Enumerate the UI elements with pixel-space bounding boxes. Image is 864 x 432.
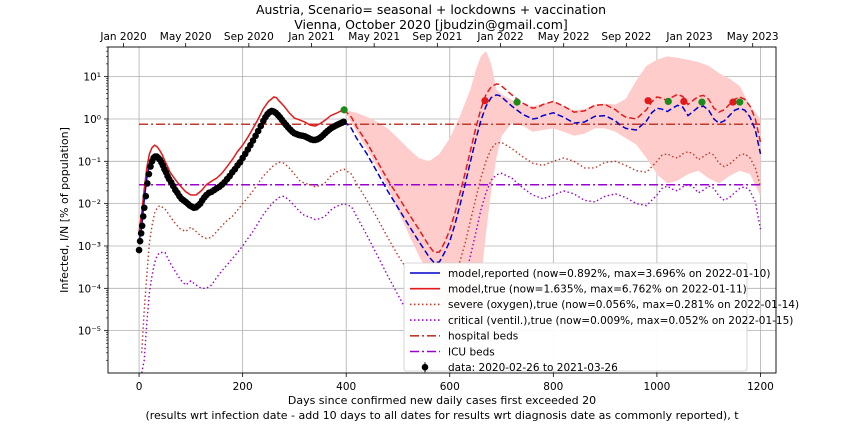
top-tick-label-10: May 2023 [727,31,779,43]
peak-marker-green [340,106,348,114]
y-tick-label-4: 10⁻¹ [78,156,101,168]
legend-label-0: model,reported (now=0.892%, max=3.696% o… [448,268,770,280]
uncertainty-band-layer [344,51,761,328]
bed-capacity-lines [139,123,761,186]
legend-label-4: hospital beds [448,331,518,343]
peak-marker-green [736,98,744,106]
data-point [137,229,145,237]
x-tick-label-6: 1200 [747,381,774,393]
top-tick-label-9: Jan 2023 [665,31,712,43]
y-axis-label: Infected, I/N [% of population] [58,127,71,293]
data-point [254,127,262,135]
x-tick-label-2: 400 [336,381,356,393]
y-tick-label-0: 10⁻⁵ [78,326,101,338]
legend-box [403,262,748,372]
top-tick-label-7: May 2022 [538,31,590,43]
peak-marker-green [513,98,521,106]
plot-area [107,46,777,374]
y-tick-label-5: 10⁰ [83,114,101,126]
data-point [257,122,265,130]
legend-label-6: data: 2020-02-26 to 2021-03-26 [448,362,618,374]
data-point [142,192,150,200]
x-tick-label-1: 200 [233,381,253,393]
peak-markers [340,97,744,114]
legend-swatch-6 [421,362,429,373]
top-tick-label-3: Jan 2021 [287,31,334,43]
data-point [252,132,259,140]
chart-subtitle: Vienna, October 2020 [jbudzin@gmail.com] [294,17,568,32]
x-tick-label-5: 1000 [644,381,671,393]
y-tick-label-1: 10⁻⁴ [78,283,101,295]
top-tick-label-5: Sep 2021 [412,31,462,43]
data-point [138,222,146,230]
top-tick-label-0: Jan 2020 [99,31,146,43]
x-tick-label-0: 0 [136,381,143,393]
x-axis-label: Days since confirmed new daily cases fir… [288,394,596,407]
peak-marker-green [698,98,706,106]
true-model-line [138,96,345,232]
legend-label-1: model,true (now=1.635%, max=6.762% on 20… [448,284,747,296]
x-axis-sublabel: (results wrt infection date - add 10 day… [145,409,739,422]
chart-title: Austria, Scenario= seasonal + lockdowns … [256,2,606,17]
top-tick-label-4: May 2021 [348,31,400,43]
peak-marker-red [729,98,737,106]
y-tick-label-6: 10¹ [83,72,101,84]
top-tick-label-1: May 2020 [160,31,212,43]
data-point [144,180,151,187]
data-points [135,107,347,254]
x-axis: 0 200 400 600 800 1000 1200 [136,373,774,393]
critical-line [141,172,762,373]
legend-label-5: ICU beds [448,346,495,358]
peak-marker-red [644,97,652,105]
y-axis: 10⁻⁵ 10⁻⁴ 10⁻³ 10⁻² 10⁻¹ 10⁰ 10¹ [78,46,108,361]
peak-marker-green [664,97,672,106]
data-point [139,213,147,220]
data-point [135,246,143,254]
data-point [147,163,154,170]
y-tick-label-3: 10⁻² [78,199,101,211]
data-point [145,170,153,178]
legend-label-2: severe (oxygen),true (now=0.056%, max=0.… [448,299,799,311]
x-tick-label-4: 800 [543,381,563,393]
uncertainty-band [344,51,761,328]
top-tick-label-2: Sep 2020 [224,31,274,43]
legend-label-3: critical (ventil.),true (now=0.009%, max… [448,315,793,327]
peak-marker-red [680,97,688,106]
x-tick-label-3: 600 [440,381,460,393]
y-tick-label-2: 10⁻³ [78,241,101,253]
data-point [140,204,148,212]
top-tick-label-6: Jan 2022 [476,31,523,43]
top-tick-label-8: Sep 2022 [601,31,651,43]
data-point [136,237,144,245]
data-point [340,118,347,126]
legend: model,reported (now=0.892%, max=3.696% o… [403,262,799,374]
severe-line [141,141,762,353]
top-date-axis: Jan 2020 May 2020 Sep 2020 Jan 2021 May 2021… [99,31,779,47]
peak-marker-red [481,97,489,105]
